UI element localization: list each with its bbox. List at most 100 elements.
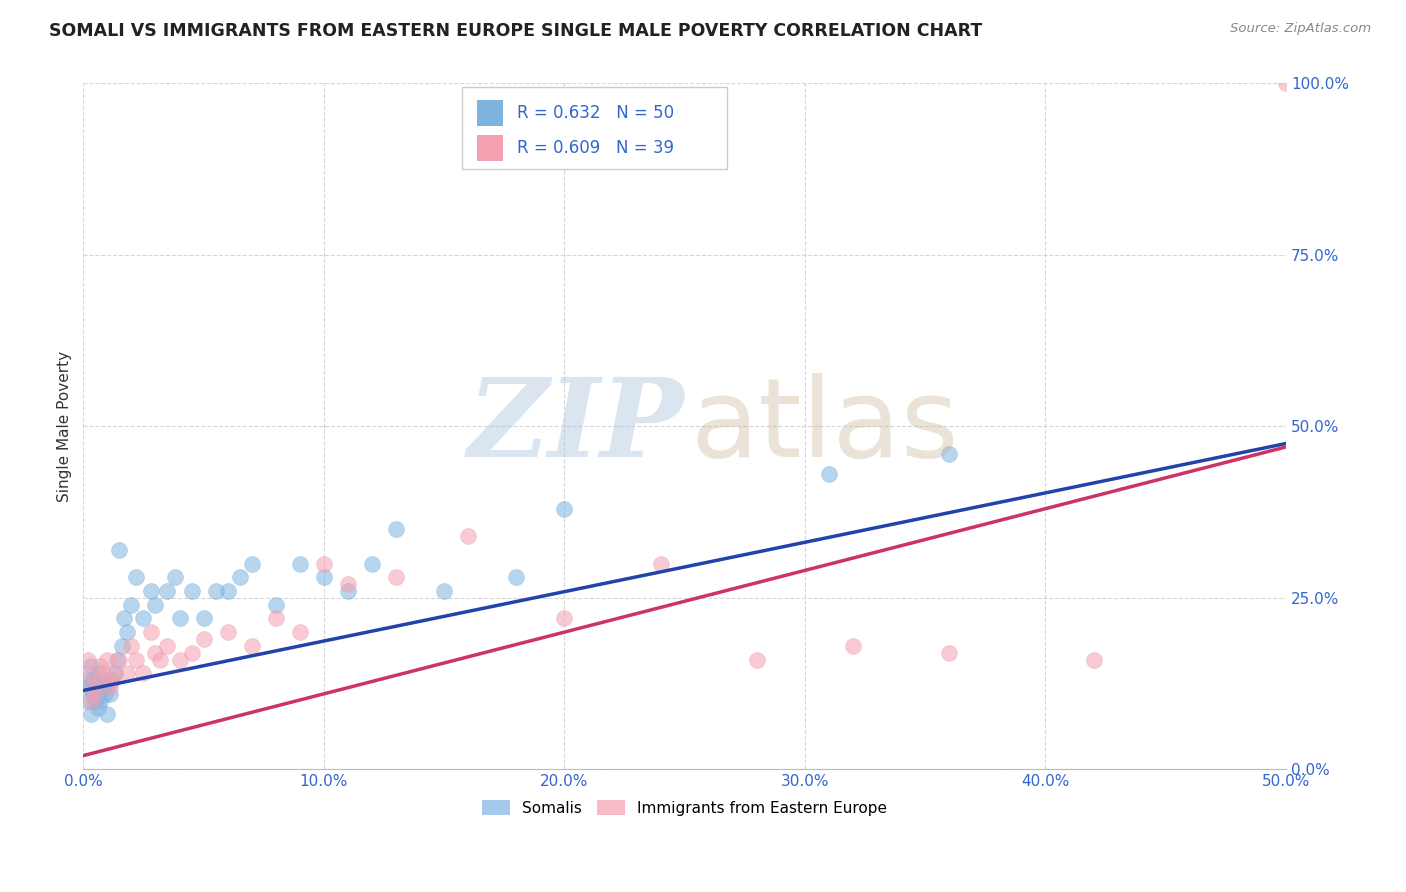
Point	[180, 584, 202, 599]
Point	[125, 570, 148, 584]
Point	[228, 570, 250, 584]
Point	[108, 652, 131, 666]
Point	[553, 501, 575, 516]
Point	[553, 611, 575, 625]
Y-axis label: Single Male Poverty: Single Male Poverty	[58, 351, 72, 502]
Point	[156, 639, 179, 653]
Point	[336, 577, 359, 591]
Point	[77, 652, 100, 666]
Point	[264, 611, 287, 625]
Point	[120, 639, 142, 653]
Point	[84, 694, 107, 708]
Point	[139, 625, 162, 640]
Point	[240, 557, 263, 571]
Point	[75, 666, 97, 681]
Point	[132, 611, 155, 625]
Point	[1275, 77, 1298, 91]
Point	[217, 625, 239, 640]
Point	[79, 659, 101, 673]
Point	[108, 542, 131, 557]
Point	[120, 598, 142, 612]
Point	[149, 652, 172, 666]
Point	[112, 611, 135, 625]
Point	[156, 584, 179, 599]
Point	[77, 680, 100, 694]
Point	[457, 529, 479, 543]
Point	[650, 557, 672, 571]
Point	[115, 666, 138, 681]
FancyBboxPatch shape	[477, 135, 503, 161]
Point	[217, 584, 239, 599]
Text: R = 0.632   N = 50: R = 0.632 N = 50	[517, 104, 675, 122]
Point	[336, 584, 359, 599]
Point	[77, 694, 100, 708]
Point	[79, 707, 101, 722]
Point	[385, 570, 408, 584]
Point	[91, 673, 114, 687]
Point	[84, 680, 107, 694]
Point	[505, 570, 527, 584]
Point	[169, 652, 191, 666]
Point	[818, 467, 841, 482]
Point	[96, 680, 118, 694]
Point	[180, 646, 202, 660]
Text: SOMALI VS IMMIGRANTS FROM EASTERN EUROPE SINGLE MALE POVERTY CORRELATION CHART: SOMALI VS IMMIGRANTS FROM EASTERN EUROPE…	[49, 22, 983, 40]
Point	[145, 646, 167, 660]
Point	[82, 680, 104, 694]
Point	[87, 666, 110, 681]
Point	[385, 522, 408, 536]
Point	[204, 584, 226, 599]
Point	[89, 680, 111, 694]
Point	[84, 687, 107, 701]
Point	[264, 598, 287, 612]
FancyBboxPatch shape	[463, 87, 727, 169]
Point	[96, 652, 118, 666]
Point	[240, 639, 263, 653]
Point	[98, 687, 121, 701]
Point	[82, 673, 104, 687]
Point	[145, 598, 167, 612]
Point	[115, 625, 138, 640]
Point	[169, 611, 191, 625]
Point	[193, 632, 215, 646]
Point	[75, 673, 97, 687]
Point	[132, 666, 155, 681]
Point	[94, 687, 117, 701]
Point	[163, 570, 186, 584]
Point	[98, 680, 121, 694]
Point	[79, 694, 101, 708]
Point	[91, 666, 114, 681]
Point	[103, 666, 125, 681]
Point	[938, 447, 960, 461]
Point	[433, 584, 456, 599]
Text: ZIP: ZIP	[468, 373, 685, 480]
Point	[125, 652, 148, 666]
Point	[193, 611, 215, 625]
Point	[842, 639, 865, 653]
Point	[103, 666, 125, 681]
Text: atlas: atlas	[690, 373, 959, 480]
Text: R = 0.609   N = 39: R = 0.609 N = 39	[517, 139, 675, 157]
Point	[288, 625, 311, 640]
Point	[82, 687, 104, 701]
Point	[87, 700, 110, 714]
Point	[745, 652, 768, 666]
Text: Source: ZipAtlas.com: Source: ZipAtlas.com	[1230, 22, 1371, 36]
Point	[101, 673, 124, 687]
Point	[1083, 652, 1105, 666]
Point	[89, 694, 111, 708]
Point	[288, 557, 311, 571]
FancyBboxPatch shape	[477, 100, 503, 127]
Point	[101, 673, 124, 687]
Legend: Somalis, Immigrants from Eastern Europe: Somalis, Immigrants from Eastern Europe	[475, 792, 894, 823]
Point	[139, 584, 162, 599]
Point	[361, 557, 384, 571]
Point	[89, 659, 111, 673]
Point	[87, 673, 110, 687]
Point	[312, 570, 335, 584]
Point	[938, 646, 960, 660]
Point	[105, 652, 128, 666]
Point	[312, 557, 335, 571]
Point	[96, 707, 118, 722]
Point	[111, 639, 134, 653]
